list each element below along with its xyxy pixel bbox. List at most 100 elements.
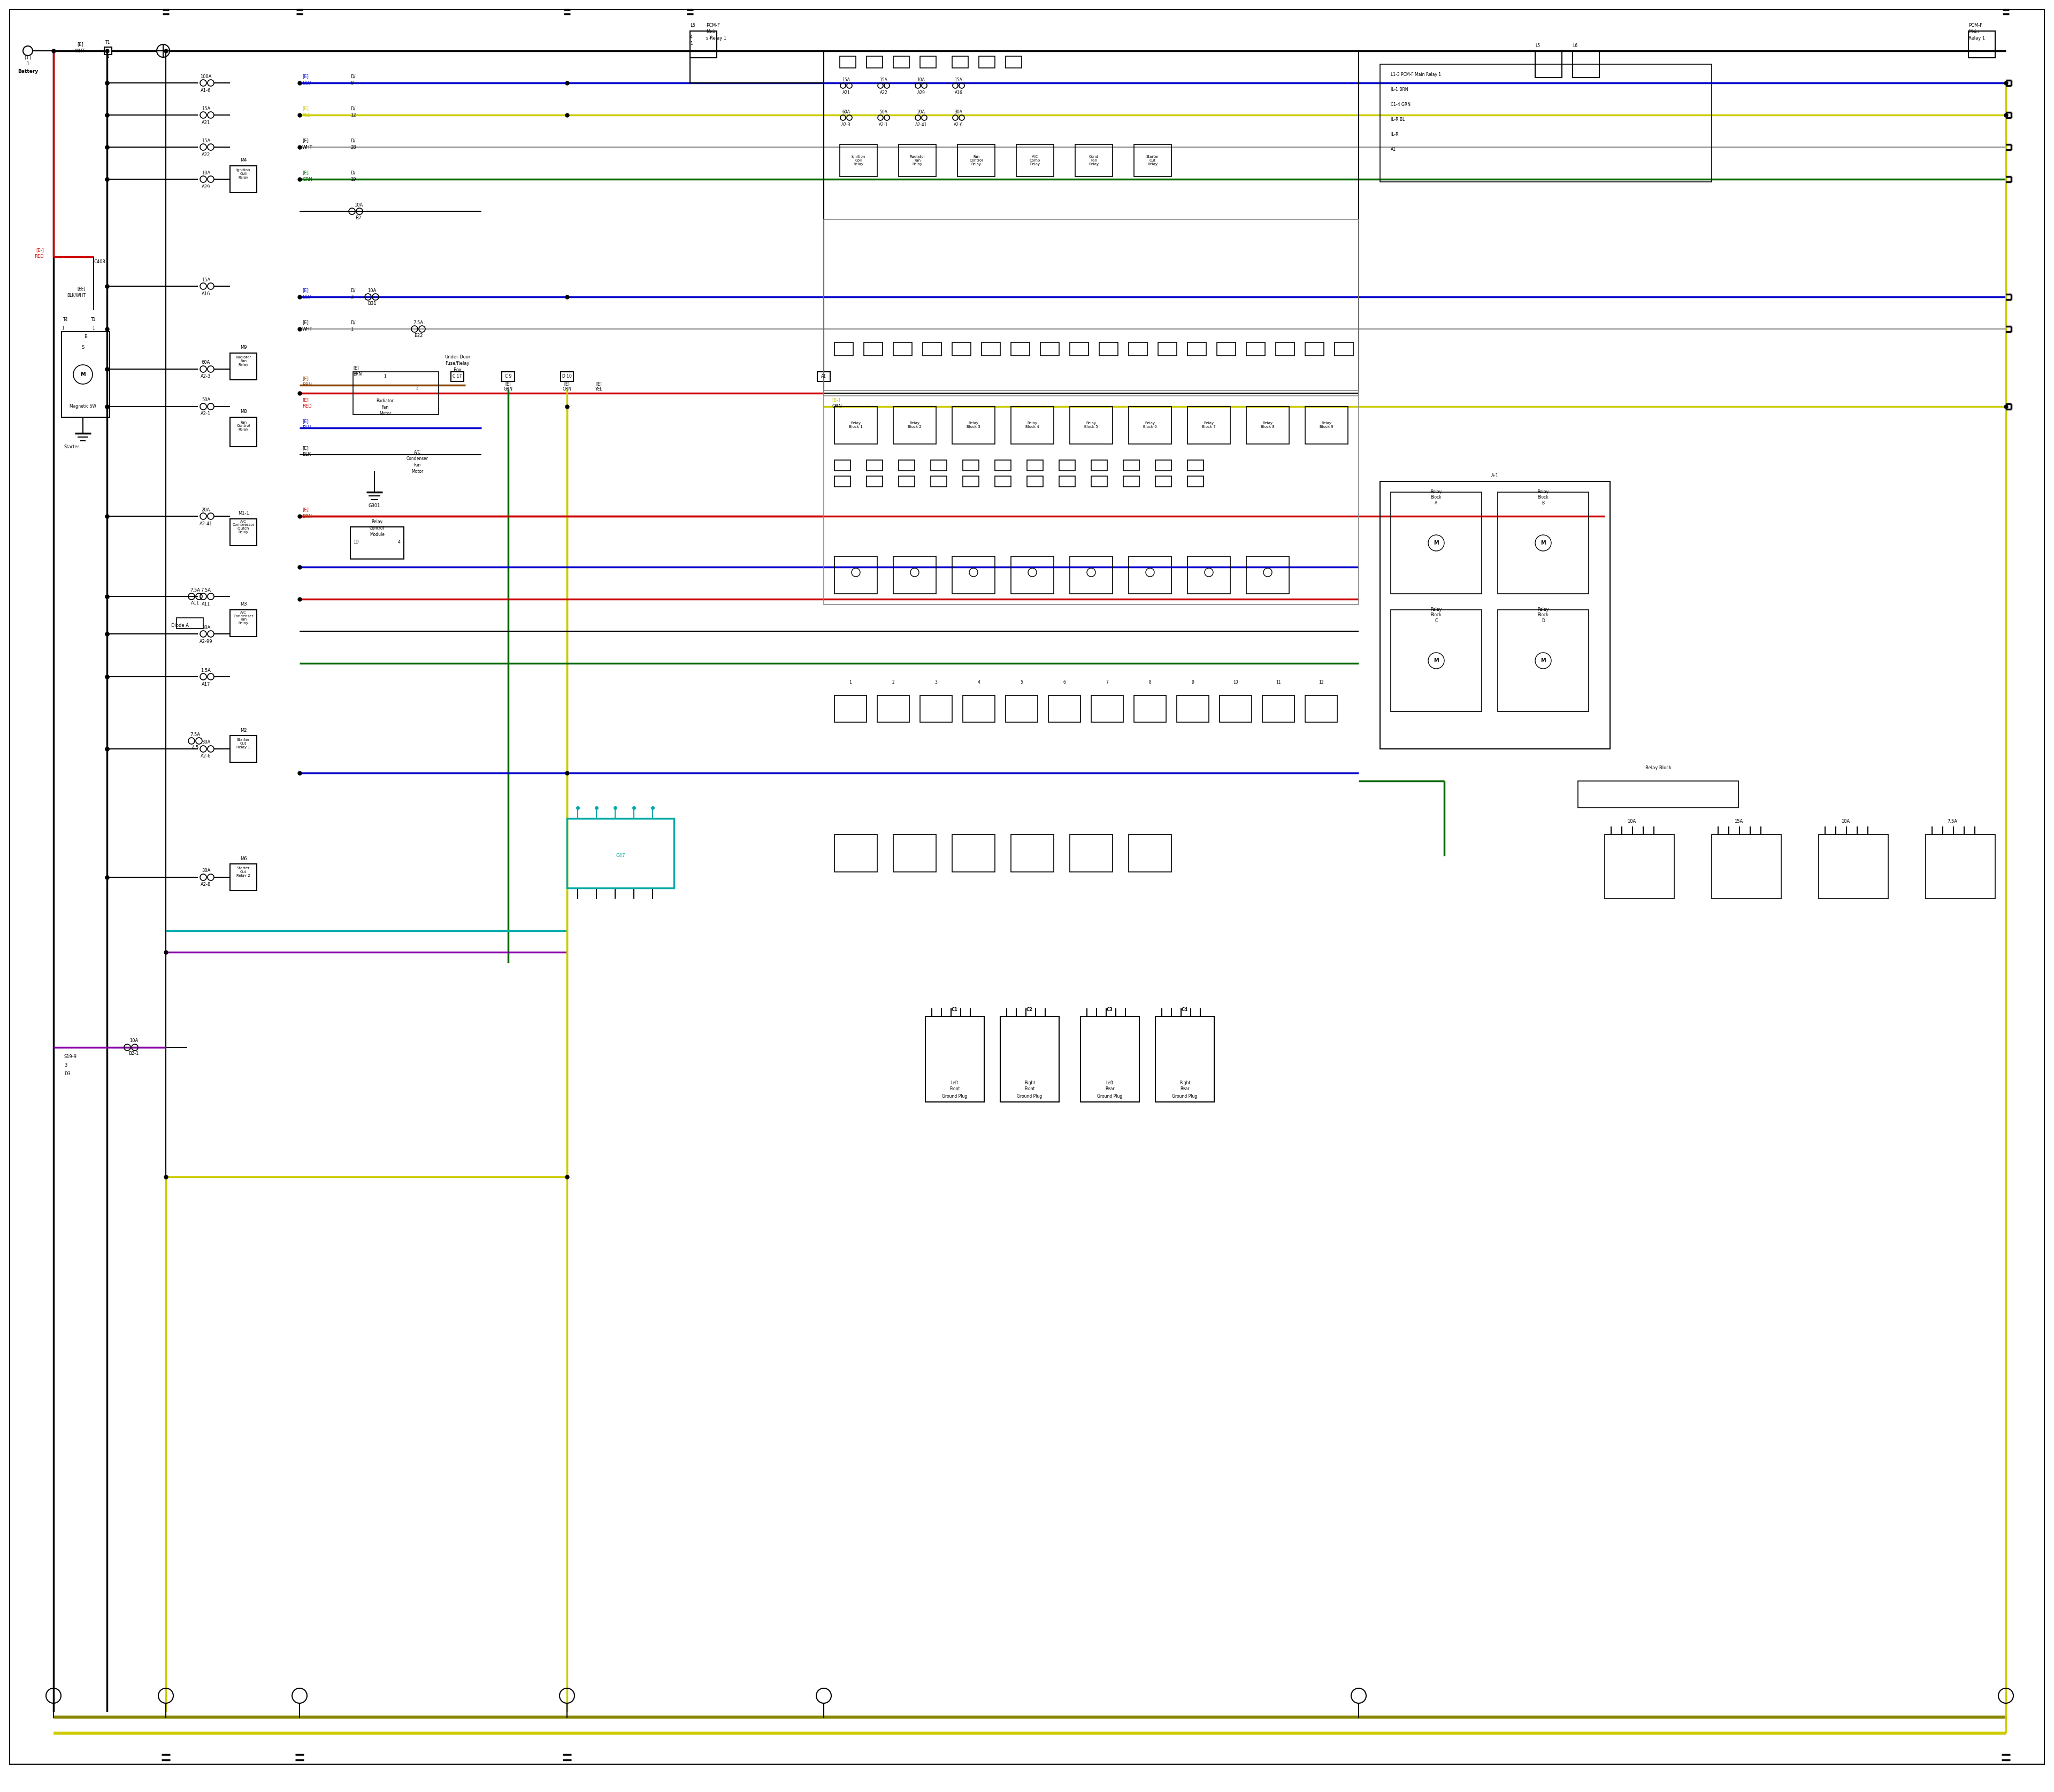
Text: Starter
Cut
Relay 2: Starter Cut Relay 2 (236, 867, 251, 878)
Bar (561, 371, 573, 382)
Text: 100A: 100A (199, 73, 212, 79)
Bar (1391, 609, 1481, 711)
Text: B22: B22 (415, 333, 423, 339)
Bar (953, 56, 967, 68)
Text: 7.5A: 7.5A (191, 733, 201, 737)
Text: A16: A16 (955, 90, 963, 95)
Text: M: M (1540, 658, 1547, 663)
Bar (690, 30, 717, 57)
Text: [E]: [E] (302, 73, 308, 79)
Text: M6: M6 (240, 857, 246, 860)
Text: L1-3 PCM-F Main Relay 1: L1-3 PCM-F Main Relay 1 (1391, 72, 1442, 77)
Text: Ignition
Coil
Relay: Ignition Coil Relay (236, 168, 251, 179)
Text: Relay
Block
A: Relay Block A (1430, 489, 1442, 505)
Text: Radiator
Fan
Relay: Radiator Fan Relay (910, 156, 924, 167)
Text: Radiator: Radiator (376, 400, 394, 403)
Text: Right
Front: Right Front (1025, 1081, 1035, 1091)
Text: C 9: C 9 (505, 375, 511, 378)
Text: 7.5A: 7.5A (413, 321, 423, 324)
Bar (824, 219, 1358, 396)
Bar (963, 477, 980, 487)
Text: A17: A17 (201, 681, 210, 686)
Text: Relay
Block 1: Relay Block 1 (848, 421, 863, 428)
Text: Fan
Control
Relay: Fan Control Relay (236, 421, 251, 432)
Text: B2-1: B2-1 (129, 1052, 140, 1055)
Bar (1074, 145, 1113, 177)
Bar (1011, 407, 1054, 444)
Text: C2: C2 (1027, 1007, 1033, 1012)
Bar (1000, 1016, 1060, 1102)
Bar (1968, 30, 1994, 57)
Text: [E]: [E] (302, 106, 308, 111)
Text: A2-3: A2-3 (842, 122, 850, 127)
Text: 15A: 15A (201, 278, 210, 281)
Bar (1154, 477, 1171, 487)
Bar (1577, 781, 1738, 808)
Text: M3: M3 (240, 602, 246, 607)
Text: 10A: 10A (201, 170, 210, 176)
Text: Relay Block: Relay Block (1645, 765, 1672, 771)
Text: A/C
Condenser
Fan
Relay: A/C Condenser Fan Relay (234, 611, 253, 625)
Bar (1011, 342, 1029, 357)
Text: BLU: BLU (302, 81, 310, 86)
Bar (893, 342, 912, 357)
Bar (953, 835, 994, 873)
Bar (900, 461, 914, 471)
Text: 30A: 30A (201, 869, 210, 873)
Text: 10A: 10A (1627, 819, 1635, 824)
Text: [E]: [E] (302, 170, 308, 176)
Bar (351, 527, 405, 559)
Text: 28: 28 (351, 145, 355, 149)
Text: 50A: 50A (201, 398, 210, 403)
Text: Module: Module (370, 532, 384, 538)
Bar (1091, 695, 1124, 722)
Text: 15A: 15A (879, 77, 887, 82)
Text: A2-1: A2-1 (879, 122, 887, 127)
Text: Fan
Control
Relay: Fan Control Relay (969, 156, 984, 167)
Text: Relay
Block 7: Relay Block 7 (1202, 421, 1216, 428)
Text: RED: RED (302, 405, 312, 409)
Text: 1D: 1D (353, 539, 359, 545)
Text: Motor: Motor (411, 470, 423, 473)
Text: L5: L5 (1534, 43, 1540, 48)
Bar (230, 418, 257, 446)
Bar (105, 47, 111, 54)
Text: [E]: [E] (302, 446, 308, 450)
Bar (230, 353, 257, 380)
Text: Ignition
Coil
Relay: Ignition Coil Relay (852, 156, 865, 167)
Text: [E]: [E] (353, 366, 359, 371)
Text: T1: T1 (105, 41, 111, 45)
Text: C47: C47 (616, 853, 624, 858)
Text: Right
Rear: Right Rear (1179, 1081, 1189, 1091)
Text: Box: Box (454, 367, 462, 373)
Bar (567, 819, 674, 889)
Text: Under-Door: Under-Door (444, 355, 470, 360)
Bar (1220, 695, 1251, 722)
Text: C 17: C 17 (452, 375, 462, 378)
Text: YEL: YEL (302, 113, 310, 118)
Text: BLU: BLU (302, 425, 310, 430)
Text: D/: D/ (351, 73, 355, 79)
Bar (957, 145, 994, 177)
Bar (1124, 461, 1140, 471)
Bar (920, 695, 953, 722)
Bar (834, 342, 852, 357)
Bar (1128, 556, 1171, 593)
Text: 7.5A: 7.5A (201, 588, 212, 593)
Text: Relay
Block 2: Relay Block 2 (908, 421, 922, 428)
Text: GRN: GRN (503, 387, 514, 392)
Text: BRN: BRN (302, 383, 312, 387)
Text: Ground Plug: Ground Plug (943, 1095, 967, 1098)
Bar (963, 695, 994, 722)
Bar (893, 407, 937, 444)
Text: [E]: [E] (302, 321, 308, 324)
Text: 1: 1 (690, 41, 692, 47)
Bar (867, 461, 883, 471)
Bar (1818, 835, 1888, 898)
Bar (930, 477, 947, 487)
Text: 6: 6 (1064, 679, 1066, 685)
Text: C1: C1 (951, 1007, 957, 1012)
Text: G301: G301 (368, 504, 380, 507)
Bar (230, 609, 257, 636)
Bar (1216, 342, 1237, 357)
